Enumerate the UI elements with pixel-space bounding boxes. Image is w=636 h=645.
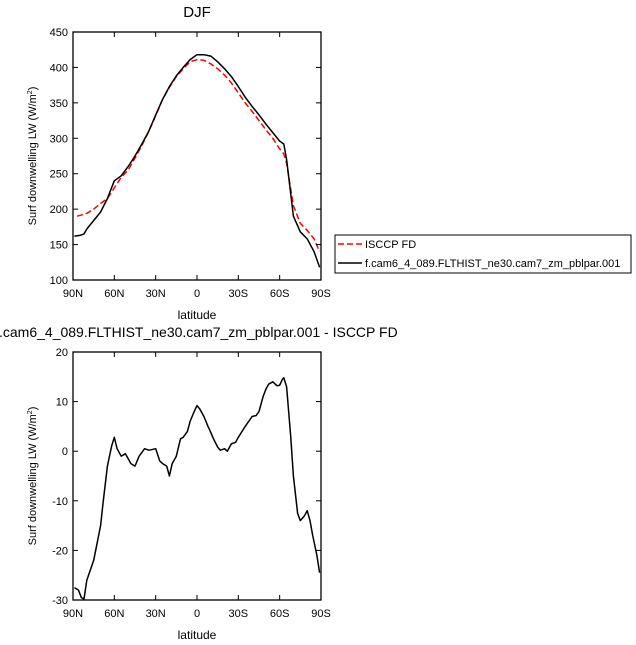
y-axis-label: Surf downwelling LW (W/m2) [27,87,39,226]
legend-label-model: f.cam6_4_089.FLTHIST_ne30.cam7_zm_pblpar… [365,258,620,270]
plot-area-1: 100 150 200 250 300 350 400 450 90N 60N 30N 0 30S 60… [50,27,331,300]
y-tick-label: 350 [50,98,68,110]
plot-area-2: -30 -20 -10 0 10 20 90N 60N 30N 0 30S 60S 90S [52,347,331,620]
x-tick-label: 60S [270,608,290,620]
x-tick-label: 30S [229,288,249,300]
y-tick-label: 0 [62,446,68,458]
y-tick-label: 20 [56,347,68,359]
x-tick-label: 90S [311,288,331,300]
legend-label-isccp: ISCCP FD [365,239,416,251]
x-tick-label: 30S [229,608,249,620]
y-tick-label: 150 [50,240,68,252]
x-tick-label: 90S [311,608,331,620]
chart-title: DJF [183,4,211,21]
y-axis-label: Surf downwelling LW (W/m2) [27,407,39,546]
y-tick-label: -30 [52,595,68,607]
x-axis-label: latitude [178,628,217,642]
y-tick-label: 100 [50,275,68,287]
y-axis: -30 -20 -10 0 10 20 [52,347,321,607]
chart-title-difference: .cam6_4_089.FLTHIST_ne30.cam7_zm_pblpar.… [0,324,398,340]
y-tick-label: 250 [50,169,68,181]
x-tick-label: 90N [63,288,83,300]
series-layer [74,53,321,268]
y-tick-label: 300 [50,133,68,145]
series-line-1 [74,377,321,600]
y-tick-label: -20 [52,545,68,557]
y-tick-label: 450 [50,27,68,39]
x-tick-label: 30N [146,608,166,620]
x-tick-label: 30N [146,288,166,300]
y-tick-label: 200 [50,204,68,216]
x-axis: 90N 60N 30N 0 30S 60S 90S [63,32,331,300]
y-axis: 100 150 200 250 300 350 400 450 [50,27,321,287]
x-axis: 90N 60N 30N 0 30S 60S 90S [63,352,331,620]
x-tick-label: 60N [104,608,124,620]
plot-frame [72,351,322,601]
legend: ISCCP FD f.cam6_4_089.FLTHIST_ne30.cam7_… [334,234,632,274]
x-tick-label: 0 [194,288,200,300]
series-line-1 [76,58,321,252]
y-tick-label: -10 [52,496,68,508]
legend-box [334,234,632,274]
x-axis-label: latitude [178,308,217,322]
series-line-2 [74,53,321,268]
series-layer [74,377,321,600]
x-tick-label: 60S [270,288,290,300]
x-tick-label: 90N [63,608,83,620]
y-tick-label: 10 [56,397,68,409]
x-tick-label: 0 [194,608,200,620]
x-tick-label: 60N [104,288,124,300]
y-tick-label: 400 [50,62,68,74]
